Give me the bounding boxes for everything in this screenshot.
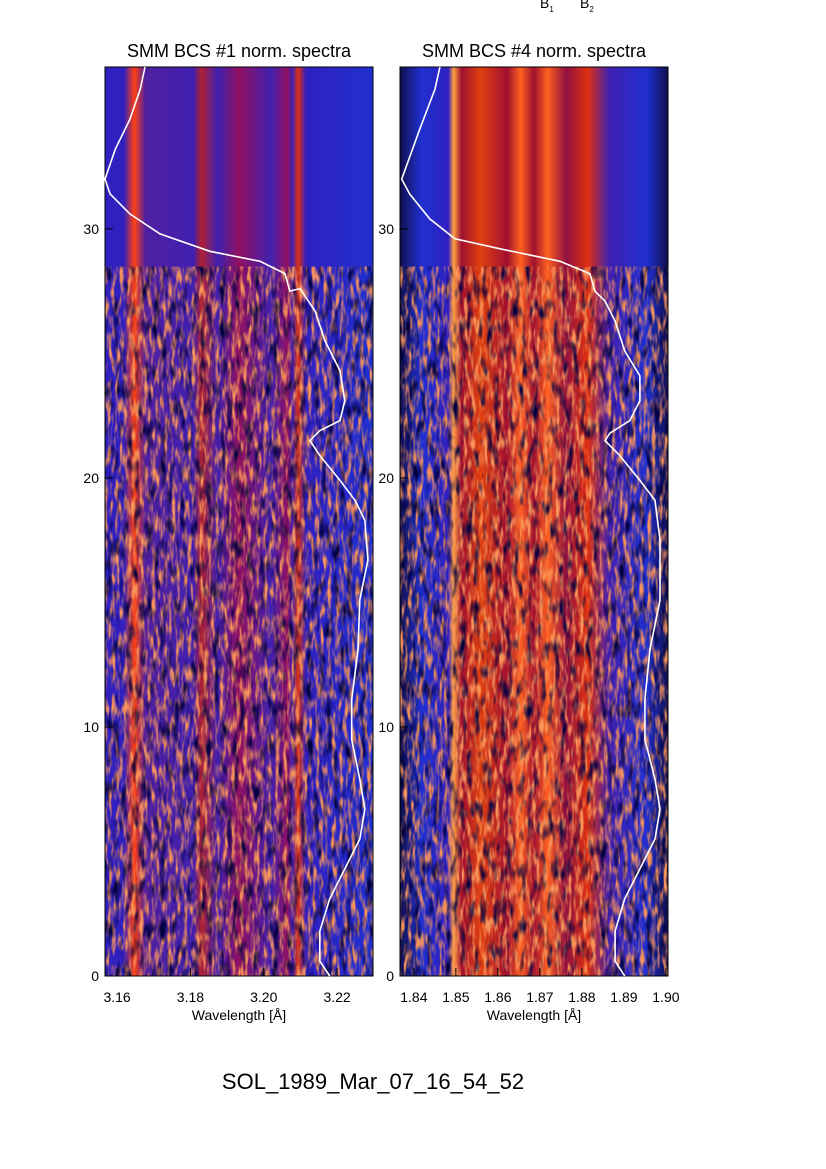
y-tick-label: 0 (91, 968, 99, 984)
y-tick-label: 10 (378, 719, 394, 735)
x-tick-label: 1.84 (400, 989, 427, 1005)
y-tick-label: 30 (378, 221, 394, 237)
spectrogram-dark (400, 266, 668, 977)
light-curve (400, 66, 661, 977)
y-tick-label: 0 (386, 968, 394, 984)
x-axis-label: Wavelength [Å] (192, 1007, 286, 1023)
plot-frame (399, 66, 669, 977)
y-tick-label: 30 (83, 221, 99, 237)
x-tick-label: 1.88 (568, 989, 595, 1005)
y-tick-label: 10 (83, 719, 99, 735)
panels: SMM BCS #1 norm. spectra Wavelength [Å] 3.… (83, 41, 679, 1023)
x-tick-label: 3.18 (177, 989, 204, 1005)
annotation-text: B (540, 0, 549, 11)
y-tick-label: 20 (83, 470, 99, 486)
caption: SOL_1989_Mar_07_16_54_52 (222, 1069, 524, 1094)
x-tick-label: 1.87 (526, 989, 553, 1005)
x-tick-label: 3.22 (323, 989, 350, 1005)
light-curve (104, 66, 369, 977)
plot-frame (104, 66, 374, 977)
x-tick-label: 1.85 (442, 989, 469, 1005)
y-tick-label: 20 (378, 470, 394, 486)
annotation-sub: 1 (549, 5, 554, 14)
panel-title: SMM BCS #1 norm. spectra (127, 41, 352, 61)
x-tick-label: 1.90 (652, 989, 679, 1005)
annotation-sub: 2 (589, 5, 594, 14)
x-tick-label: 3.16 (103, 989, 130, 1005)
panel-title: SMM BCS #4 norm. spectra (422, 41, 647, 61)
x-axis-label: Wavelength [Å] (487, 1007, 581, 1023)
x-tick-label: 3.20 (250, 989, 277, 1005)
spectrogram-dark (105, 266, 373, 977)
x-tick-label: 1.89 (610, 989, 637, 1005)
annotation: B2 (580, 0, 594, 14)
annotation: B1 (540, 0, 554, 14)
annotation-text: B (580, 0, 589, 11)
x-tick-label: 1.86 (484, 989, 511, 1005)
